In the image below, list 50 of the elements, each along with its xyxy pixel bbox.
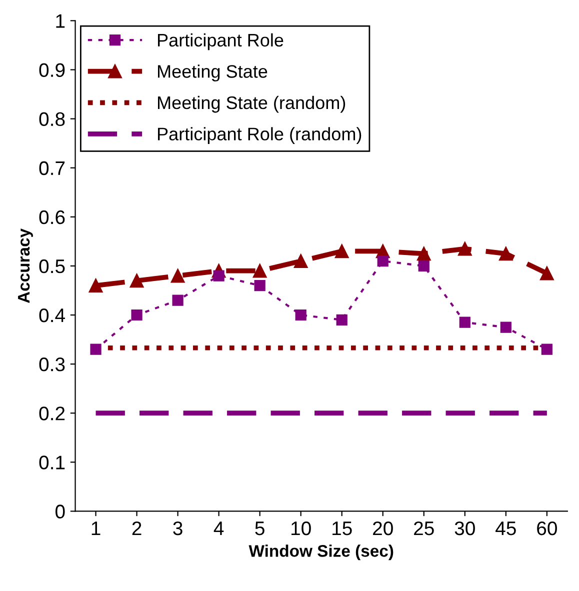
legend-label: Meeting State [158, 64, 268, 82]
x-tick-label: 25 [414, 521, 434, 536]
legend-label: Participant Role [158, 33, 284, 50]
x-tick-label: 2 [132, 521, 142, 536]
point [418, 260, 430, 272]
y-tick-label: 0.1 [39, 456, 65, 470]
y-tick-label: 0.5 [39, 259, 65, 274]
y-tick-label: 0.7 [39, 161, 65, 176]
x-tick-label: 4 [214, 522, 224, 536]
y-tick-label: 0.4 [39, 308, 65, 322]
point [500, 322, 512, 333]
y-tick-label: 1 [56, 14, 65, 28]
point [541, 344, 552, 355]
x-tick-label: 30 [454, 521, 475, 536]
point [458, 242, 472, 256]
x-tick-label: 20 [373, 521, 393, 536]
x-tick-label: 10 [292, 521, 311, 536]
point [131, 309, 142, 321]
point [170, 268, 185, 283]
point [130, 274, 144, 288]
y-axis-title: Accuracy [18, 228, 33, 304]
point [172, 294, 184, 306]
point [88, 278, 103, 293]
legend-label: Meeting State (random) [158, 96, 346, 113]
x-tick-label: 3 [173, 521, 182, 536]
x-axis-title: Window Size (sec) [248, 544, 394, 560]
y-tick-label: 0.2 [39, 406, 65, 420]
point [254, 280, 266, 292]
point [295, 309, 306, 321]
point [540, 266, 554, 280]
x-tick-label: 5 [255, 522, 264, 536]
x-tick-label: 15 [332, 522, 352, 536]
point [459, 316, 470, 328]
point [498, 246, 513, 261]
y-tick-label: 0 [55, 504, 65, 518]
y-tick-label: 0.3 [39, 358, 65, 372]
legend-label: Participant Role (random) [158, 127, 362, 144]
y-tick-label: 0.9 [39, 63, 65, 77]
point [90, 344, 102, 355]
x-tick-label: 60 [537, 521, 557, 536]
point [252, 264, 267, 278]
point [336, 314, 348, 326]
y-tick-label: 0.8 [39, 112, 65, 126]
point [294, 254, 308, 268]
x-tick-label: 1 [92, 522, 100, 536]
point [416, 246, 431, 261]
point [334, 244, 349, 258]
point [377, 255, 388, 267]
x-tick-label: 45 [496, 522, 516, 536]
y-tick-label: 0.6 [39, 210, 65, 224]
